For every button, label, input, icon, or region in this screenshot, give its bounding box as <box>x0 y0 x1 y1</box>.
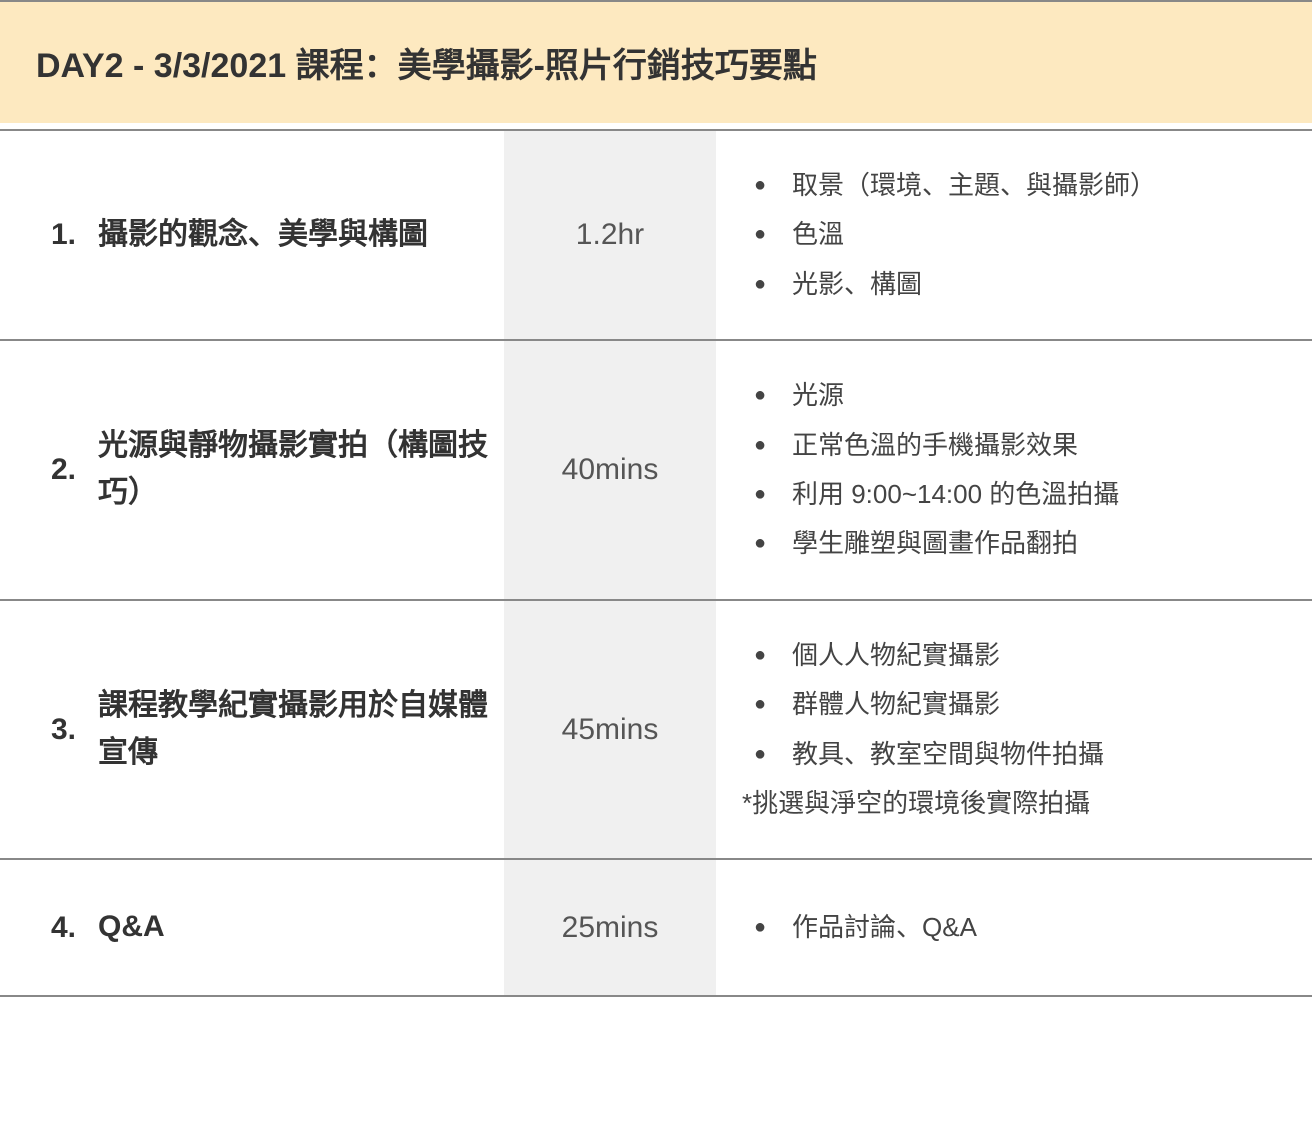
row-index: 1. <box>0 131 82 339</box>
bullet-icon: ● <box>728 161 792 209</box>
detail-text: 作品討論、Q&A <box>792 903 1302 952</box>
row-details: ●取景（環境、主題、與攝影師） ●色溫 ●光影、構圖 <box>720 131 1312 339</box>
row-index: 3. <box>0 601 82 859</box>
detail-item: ●正常色溫的手機攝影效果 <box>728 421 1302 470</box>
row-duration: 25mins <box>500 860 720 995</box>
detail-text: 群體人物紀實攝影 <box>792 680 1302 729</box>
row-details: ●個人人物紀實攝影 ●群體人物紀實攝影 ●教具、教室空間與物件拍攝 *挑選與淨空… <box>720 601 1312 859</box>
detail-item: ●群體人物紀實攝影 <box>728 680 1302 729</box>
detail-item: ●教具、教室空間與物件拍攝 <box>728 730 1302 779</box>
table-row: 2. 光源與靜物攝影實拍（構圖技巧） 40mins ●光源 ●正常色溫的手機攝影… <box>0 339 1312 599</box>
detail-text: 教具、教室空間與物件拍攝 <box>792 730 1302 779</box>
detail-item: ●色溫 <box>728 210 1302 259</box>
row-duration: 40mins <box>500 341 720 599</box>
detail-text: 光影、構圖 <box>792 260 1302 309</box>
detail-item: ●光影、構圖 <box>728 260 1302 309</box>
detail-item: ●取景（環境、主題、與攝影師） <box>728 161 1302 210</box>
row-details: ●光源 ●正常色溫的手機攝影效果 ●利用 9:00~14:00 的色溫拍攝 ●學… <box>720 341 1312 599</box>
detail-item: ●個人人物紀實攝影 <box>728 631 1302 680</box>
bullet-icon: ● <box>728 680 792 728</box>
bullet-icon: ● <box>728 631 792 679</box>
detail-text: 正常色溫的手機攝影效果 <box>792 421 1302 470</box>
header-row: DAY2 - 3/3/2021 課程：美學攝影-照片行銷技巧要點 <box>0 0 1312 129</box>
detail-item: ●作品討論、Q&A <box>728 903 1302 952</box>
row-duration: 1.2hr <box>500 131 720 339</box>
row-index: 4. <box>0 860 82 995</box>
detail-item: ●學生雕塑與圖畫作品翻拍 <box>728 519 1302 568</box>
row-title: Q&A <box>82 860 500 995</box>
detail-text: 取景（環境、主題、與攝影師） <box>792 161 1302 210</box>
detail-text: 光源 <box>792 371 1302 420</box>
detail-text: 色溫 <box>792 210 1302 259</box>
row-details: ●作品討論、Q&A <box>720 860 1312 995</box>
row-title: 攝影的觀念、美學與構圖 <box>82 131 500 339</box>
detail-text: 個人人物紀實攝影 <box>792 631 1302 680</box>
row-note: *挑選與淨空的環境後實際拍攝 <box>728 779 1302 828</box>
header-title: DAY2 - 3/3/2021 課程：美學攝影-照片行銷技巧要點 <box>36 47 817 85</box>
bullet-icon: ● <box>728 903 792 951</box>
bullet-icon: ● <box>728 730 792 778</box>
row-title: 光源與靜物攝影實拍（構圖技巧） <box>82 341 500 599</box>
detail-item: ●光源 <box>728 371 1302 420</box>
bullet-icon: ● <box>728 210 792 258</box>
bullet-icon: ● <box>728 260 792 308</box>
detail-text: 學生雕塑與圖畫作品翻拍 <box>792 519 1302 568</box>
schedule-table: DAY2 - 3/3/2021 課程：美學攝影-照片行銷技巧要點 1. 攝影的觀… <box>0 0 1312 997</box>
table-row: 4. Q&A 25mins ●作品討論、Q&A <box>0 858 1312 997</box>
bullet-icon: ● <box>728 421 792 469</box>
bullet-icon: ● <box>728 519 792 567</box>
table-row: 3. 課程教學紀實攝影用於自媒體宣傳 45mins ●個人人物紀實攝影 ●群體人… <box>0 599 1312 859</box>
bullet-icon: ● <box>728 470 792 518</box>
row-index: 2. <box>0 341 82 599</box>
bullet-icon: ● <box>728 371 792 419</box>
detail-item: ●利用 9:00~14:00 的色溫拍攝 <box>728 470 1302 519</box>
table-row: 1. 攝影的觀念、美學與構圖 1.2hr ●取景（環境、主題、與攝影師） ●色溫… <box>0 129 1312 339</box>
detail-text: 利用 9:00~14:00 的色溫拍攝 <box>792 470 1302 519</box>
row-duration: 45mins <box>500 601 720 859</box>
row-title: 課程教學紀實攝影用於自媒體宣傳 <box>82 601 500 859</box>
